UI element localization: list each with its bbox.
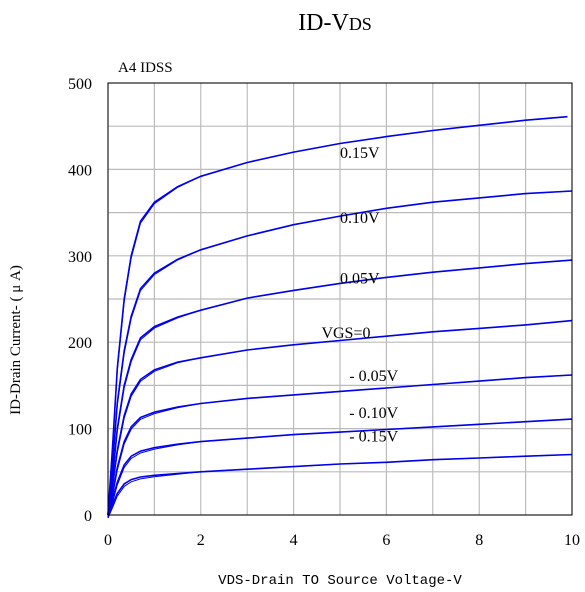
series-trace-6: [107, 454, 573, 519]
y-tick-label: 300: [68, 249, 92, 266]
chart-title-sub: DS: [349, 14, 372, 34]
x-tick-label: 0: [104, 532, 112, 549]
series-trace-3: [107, 320, 573, 519]
series-trace-1: [107, 190, 573, 519]
series-line-0: [107, 115, 568, 516]
series-trace-0: [107, 116, 568, 519]
curve-label: 0.15V: [340, 145, 380, 162]
series-lines: [107, 115, 573, 519]
curve-labels: 0.15V 0.10V 0.05V VGS=0 - 0.05V - 0.10V - 0.15…: [321, 145, 398, 445]
chart-title: ID-VDS: [298, 10, 372, 36]
y-tick-label: 200: [68, 335, 92, 352]
curve-label: 0.10V: [340, 210, 380, 227]
chart-title-main: ID-V: [298, 10, 349, 36]
curve-label: - 0.10V: [349, 405, 398, 422]
curve-label: - 0.15V: [349, 429, 398, 446]
series-trace-5: [107, 418, 573, 519]
x-tick-label: 10: [564, 532, 580, 549]
x-axis-label: VDS-Drain TO Source Voltage-V: [218, 573, 462, 589]
x-tick-label: 6: [382, 532, 390, 549]
curve-label: 0.05V: [340, 270, 380, 287]
x-tick-label: 8: [475, 532, 483, 549]
series-trace-2: [107, 259, 573, 519]
inset-label: A4 IDSS: [118, 60, 173, 76]
y-tick-label: 100: [68, 422, 92, 439]
series-trace-4: [107, 374, 573, 519]
y-tick-label: 400: [68, 162, 92, 179]
y-tick-label: 500: [68, 76, 92, 93]
x-tick-label: 2: [197, 532, 205, 549]
x-tick-label: 4: [290, 532, 298, 549]
curve-label: - 0.05V: [349, 368, 398, 385]
y-axis-label: ID-Drain Current- ( μ A): [8, 265, 24, 415]
curve-label: VGS=0: [321, 325, 370, 342]
y-tick-label: 0: [84, 508, 92, 525]
plot-frame: [107, 82, 573, 516]
